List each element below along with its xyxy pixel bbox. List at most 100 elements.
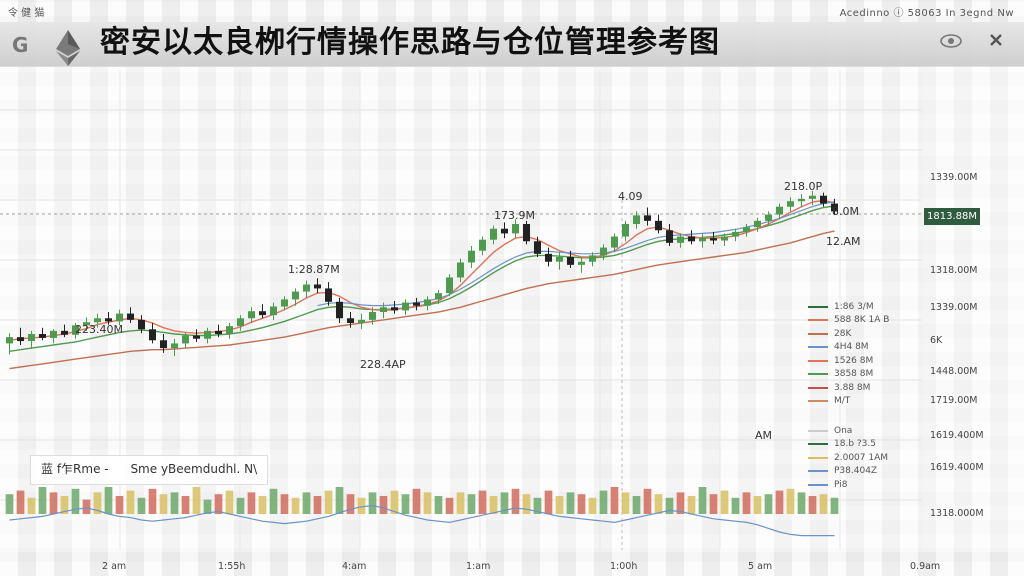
candle-body	[302, 284, 311, 292]
volume-bar	[599, 490, 608, 514]
volume-bar	[489, 496, 498, 514]
volume-bar	[236, 497, 245, 514]
candle-body	[115, 313, 124, 322]
candle-body	[786, 201, 795, 207]
volume-bar	[720, 490, 729, 514]
legend-item[interactable]: M/T	[808, 395, 898, 409]
volume-bar	[423, 492, 432, 514]
volume-bar	[632, 496, 641, 514]
volume-bar	[225, 490, 234, 514]
legend-swatch	[808, 443, 828, 446]
candle-body	[830, 203, 839, 212]
candle-body	[808, 195, 817, 199]
legend-label: Ona	[834, 425, 853, 436]
volume-bar	[115, 496, 124, 514]
secondary-legend-item[interactable]: Ona	[808, 424, 898, 438]
current-price-tag: 1813.88M	[924, 208, 980, 225]
legend-item[interactable]: 3858 8M	[808, 368, 898, 382]
candle-body	[500, 228, 509, 234]
candle-body	[203, 330, 212, 339]
volume-bar	[610, 487, 619, 514]
candle-body	[632, 215, 641, 224]
candle-body	[126, 313, 135, 320]
volume-bar	[412, 488, 421, 514]
candle-body	[610, 236, 619, 248]
legend-label: 4H4 8M	[834, 342, 869, 353]
candle-body	[247, 311, 256, 319]
legend-item[interactable]: 588 8K 1A B	[808, 314, 898, 328]
volume-bar	[181, 496, 190, 514]
legend-item[interactable]: 4H4 8M	[808, 341, 898, 355]
volume-bar	[456, 492, 465, 514]
price-axis-label: 1318.00M	[930, 265, 978, 276]
legend-swatch	[808, 470, 828, 473]
candle-body	[797, 198, 806, 202]
volume-bar	[577, 494, 586, 514]
secondary-legend-item[interactable]: 18.b ?3.5	[808, 438, 898, 452]
volume-bar	[104, 487, 113, 514]
ma-blue-line	[317, 201, 835, 307]
legend-item[interactable]: 1526 8M	[808, 354, 898, 368]
volume-bar	[764, 494, 773, 514]
eye-icon[interactable]	[940, 32, 962, 50]
candle-body	[159, 340, 168, 349]
legend-swatch	[808, 319, 828, 322]
candle-body	[577, 261, 586, 265]
legend-label: Pi8	[834, 479, 848, 490]
candle-body	[478, 239, 487, 251]
legend-item[interactable]: 28K	[808, 327, 898, 341]
candle-body	[71, 325, 80, 335]
volume-bar	[280, 494, 289, 514]
secondary-legend-item[interactable]: 2.0007 1AM	[808, 451, 898, 465]
time-axis-label: 2 am	[102, 561, 127, 572]
volume-bar	[467, 494, 476, 514]
candle-body	[698, 238, 707, 242]
legend-label: 1:86 3/M	[834, 301, 874, 312]
info-box: 蓝 f乍Rme - Sme yBeemdudhl. N\	[30, 455, 268, 485]
volume-bar	[302, 492, 311, 514]
chart-title: 密安以太良栁行情操作思路与仓位管理参考图	[100, 25, 720, 60]
legend-item[interactable]: 1:86 3/M	[808, 300, 898, 314]
price-annotation: 218.0P	[784, 180, 822, 193]
time-axis-label: 0.9am	[910, 561, 941, 572]
candle-body	[588, 255, 597, 262]
secondary-legend-item[interactable]: Pi8	[808, 478, 898, 492]
volume-bar	[379, 496, 388, 514]
legend-swatch	[808, 483, 828, 486]
legend-swatch	[808, 305, 828, 308]
legend-item[interactable]: 3.88 8M	[808, 381, 898, 395]
volume-bar	[445, 497, 454, 514]
ma-mid-line	[9, 205, 835, 352]
info-box-right: Sme yBeemdudhl. N\	[130, 462, 258, 476]
legend-label: 3.88 8M	[834, 382, 871, 393]
volume-bar	[533, 497, 542, 514]
volume-bar	[247, 492, 256, 514]
volume-bar	[368, 492, 377, 514]
volume-bar	[313, 496, 322, 514]
secondary-legend-item[interactable]: P38.404Z	[808, 465, 898, 479]
volume-bar	[357, 497, 366, 514]
candle-body	[225, 326, 234, 334]
legend-swatch	[808, 456, 828, 459]
price-axis-label: 1619.400M	[930, 462, 984, 473]
price-annotation: 173.9M	[494, 209, 535, 222]
volume-bar	[830, 497, 839, 514]
candle-body	[544, 253, 553, 262]
g-logo-icon[interactable]: G	[12, 33, 29, 57]
candle-body	[324, 288, 333, 302]
candle-body	[566, 257, 575, 265]
legend-label: 18.b ?3.5	[834, 439, 876, 450]
candle-body	[599, 247, 608, 256]
volume-line	[9, 504, 835, 537]
secondary-legend: Ona 18.b ?3.5 2.0007 1AM P38.404Z Pi8	[808, 424, 898, 524]
volume-bar	[522, 494, 531, 514]
candle-body	[654, 220, 663, 231]
candle-body	[181, 335, 190, 344]
candle-body	[104, 318, 113, 322]
candle-body	[456, 262, 465, 278]
price-axis-label: 1448.00M	[930, 366, 978, 377]
price-axis-label: 1318.000M	[930, 508, 984, 519]
volume-bar	[203, 499, 212, 514]
close-icon[interactable]	[988, 32, 1004, 48]
candle-body	[621, 224, 630, 237]
